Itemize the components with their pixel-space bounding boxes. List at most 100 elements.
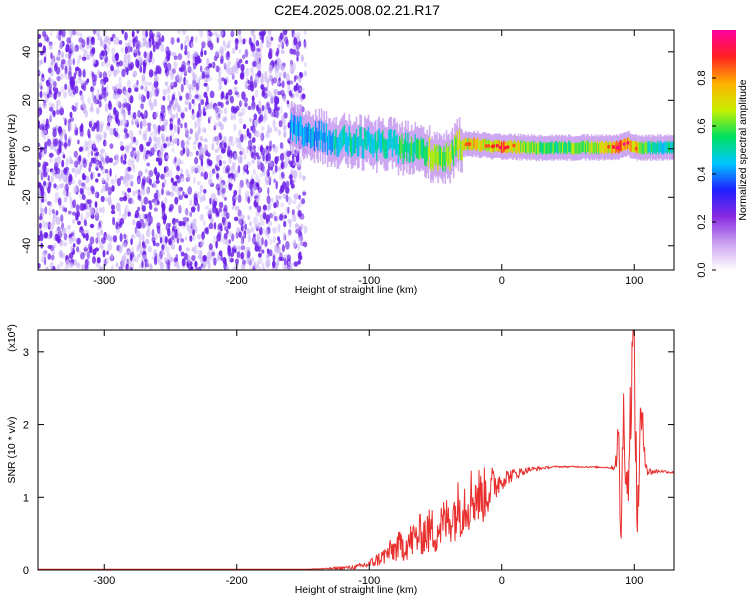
band-core (562, 142, 564, 154)
noise-speckle (153, 128, 158, 137)
noise-speckle (180, 251, 185, 257)
noise-speckle (190, 221, 194, 227)
noise-speckle (207, 152, 211, 158)
band-core (516, 142, 519, 154)
noise-speckle (110, 178, 116, 185)
snr-frame (37, 329, 675, 571)
x-tick-label: -200 (226, 575, 248, 587)
noise-speckle (235, 258, 239, 265)
noise-speckle (83, 229, 87, 235)
noise-speckle (139, 143, 144, 152)
noise-speckle (112, 216, 116, 226)
band-core (671, 142, 673, 154)
noise-speckle (132, 70, 138, 78)
noise-speckle (208, 222, 214, 230)
noise-speckle (191, 246, 196, 252)
noise-speckle (218, 223, 223, 229)
noise-speckle (261, 219, 265, 227)
noise-speckle (153, 192, 159, 200)
noise-speckle (130, 234, 136, 240)
noise-speckle (237, 194, 242, 203)
band-core (424, 145, 426, 165)
noise-speckle (299, 87, 305, 92)
noise-speckle (261, 249, 265, 254)
noise-speckle (238, 49, 242, 54)
noise-speckle (77, 139, 80, 145)
noise-speckle (69, 76, 75, 86)
noise-speckle (91, 71, 95, 78)
noise-speckle (218, 71, 222, 80)
noise-speckle (106, 90, 110, 96)
noise-speckle (95, 190, 98, 199)
noise-speckle (176, 264, 181, 270)
noise-speckle (168, 239, 172, 246)
noise-speckle (280, 65, 286, 70)
noise-speckle (303, 225, 308, 234)
noise-speckle (60, 86, 65, 94)
noise-speckle (191, 53, 196, 61)
noise-speckle (126, 79, 132, 88)
band-core (394, 129, 396, 150)
noise-speckle (136, 150, 141, 157)
noise-speckle (233, 189, 238, 196)
noise-speckle (285, 186, 290, 194)
noise-speckle (132, 164, 136, 173)
noise-speckle (90, 214, 95, 219)
noise-speckle (67, 88, 73, 97)
noise-speckle (269, 145, 272, 152)
noise-speckle (107, 196, 112, 205)
noise-speckle (245, 60, 249, 65)
noise-speckle (182, 191, 185, 197)
noise-speckle (297, 243, 300, 251)
noise-speckle (52, 216, 56, 226)
noise-speckle (205, 256, 210, 265)
noise-speckle (138, 129, 142, 136)
band-core (440, 148, 443, 168)
noise-speckles (38, 30, 308, 270)
noise-speckle (191, 99, 195, 104)
noise-speckle (185, 168, 189, 177)
noise-speckle (166, 142, 171, 147)
noise-speckle (48, 41, 53, 46)
noise-speckle (105, 182, 109, 191)
noise-speckle (64, 133, 68, 141)
noise-speckle (157, 254, 160, 263)
noise-speckle (304, 62, 307, 67)
band-core (569, 141, 571, 153)
band-core (473, 137, 475, 149)
noise-speckle (86, 54, 91, 60)
noise-speckle (149, 215, 153, 224)
band-core (484, 138, 486, 150)
noise-speckle (196, 110, 200, 118)
noise-speckle (160, 43, 164, 53)
noise-speckle (293, 85, 298, 92)
band-core (450, 143, 453, 163)
noise-speckle (187, 50, 190, 60)
noise-speckle (55, 210, 59, 216)
noise-speckle (67, 53, 72, 58)
noise-speckle (197, 254, 202, 260)
band-core (436, 144, 438, 164)
noise-speckle (175, 112, 179, 119)
noise-speckle (161, 35, 165, 43)
noise-speckle (89, 246, 93, 254)
noise-speckle (280, 202, 285, 208)
noise-speckle (201, 231, 205, 240)
noise-speckle (285, 73, 290, 82)
noise-speckle (213, 222, 217, 230)
noise-speckle (276, 47, 280, 56)
noise-speckle (241, 107, 246, 116)
band-core (582, 140, 585, 152)
band-core (658, 143, 660, 155)
band-core (380, 133, 383, 153)
band-core (498, 140, 501, 152)
noise-speckle (239, 179, 244, 189)
noise-speckle (191, 165, 195, 172)
noise-speckle (294, 223, 300, 228)
noise-speckle (49, 157, 53, 163)
noise-speckle (146, 239, 150, 245)
noise-speckle (192, 218, 197, 226)
noise-speckle (164, 165, 169, 173)
band-core (338, 133, 341, 154)
noise-speckle (142, 133, 147, 141)
